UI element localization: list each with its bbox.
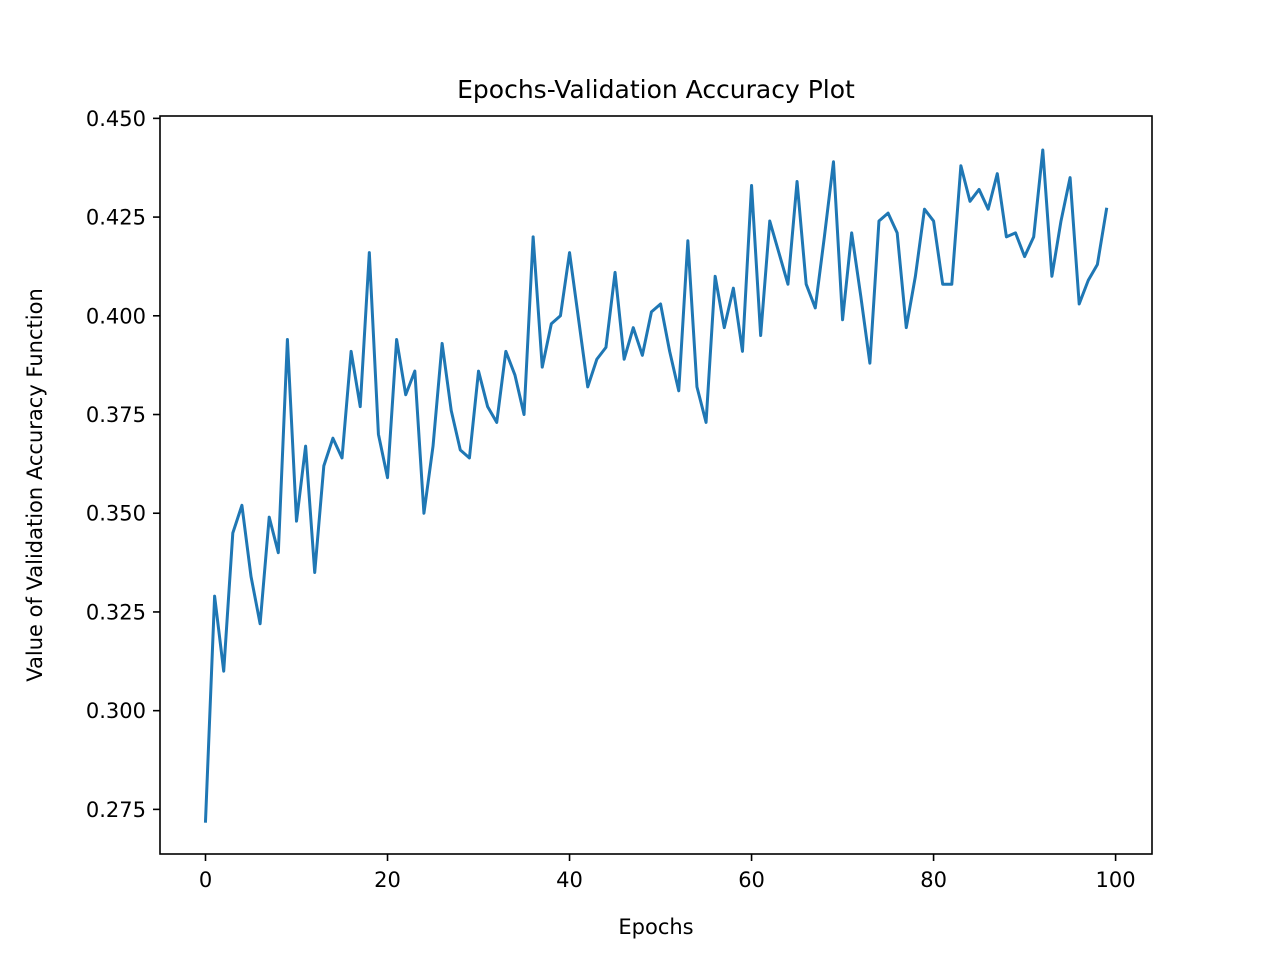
y-axis-ticks: 0.275 0.300 0.325 0.350 0.375 0.400 0.425 0.450 [86,107,160,822]
y-tick-label: 0.350 [86,502,146,526]
y-tick-label: 0.375 [86,403,146,427]
y-tick-label: 0.275 [86,798,146,822]
y-tick-label: 0.300 [86,699,146,723]
x-tick-label: 20 [374,868,401,892]
x-tick-label: 0 [199,868,212,892]
x-tick-label: 100 [1096,868,1136,892]
y-axis-label: Value of Validation Accuracy Function [23,288,47,682]
x-tick-label: 60 [738,868,765,892]
x-tick-label: 40 [556,868,583,892]
x-axis-ticks: 0 20 40 60 80 100 [199,854,1136,892]
x-tick-label: 80 [920,868,947,892]
validation-accuracy-line [203,148,1109,823]
plot-frame [159,115,1153,855]
plot-area [160,116,1152,854]
chart-title: Epochs-Validation Accuracy Plot [457,75,855,104]
y-tick-label: 0.450 [86,107,146,131]
x-axis-label: Epochs [618,915,693,939]
series-layer [203,148,1109,823]
y-tick-label: 0.425 [86,206,146,230]
y-tick-label: 0.325 [86,600,146,624]
y-tick-label: 0.400 [86,304,146,328]
